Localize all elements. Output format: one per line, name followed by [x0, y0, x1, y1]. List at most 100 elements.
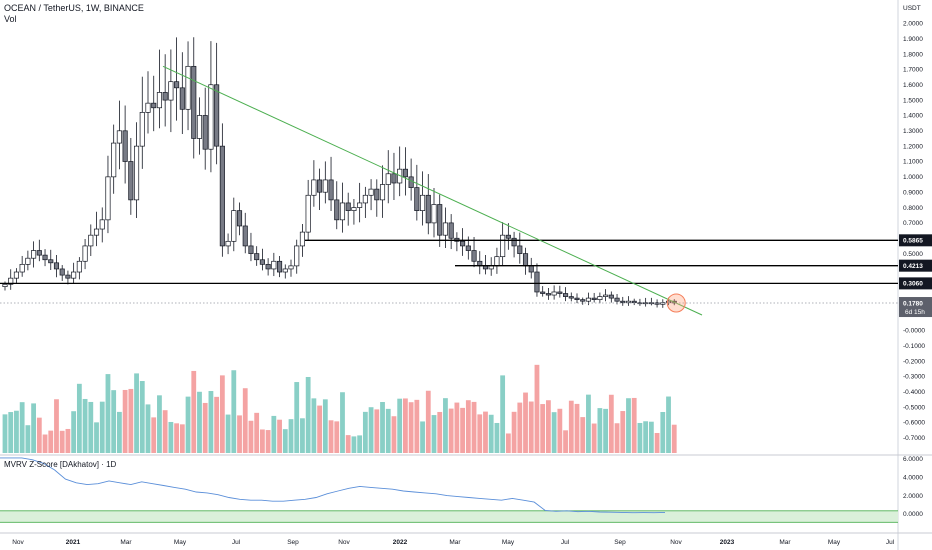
price-tick-label: 0.8000 [903, 205, 923, 212]
price-tick-label: 0.5000 [903, 251, 923, 258]
volume-bar [391, 416, 397, 453]
candle-body [231, 210, 237, 242]
time-tick-label: Mar [779, 539, 791, 546]
volume-bar [277, 419, 282, 453]
candle-body [99, 219, 105, 230]
volume-bar [76, 383, 82, 453]
candle-body [305, 194, 311, 233]
candle-body [574, 297, 580, 300]
time-tick-label: Mar [449, 539, 461, 546]
volume-bar [654, 432, 660, 453]
trend-line [162, 65, 703, 316]
candle-body [339, 202, 346, 221]
candle-body [294, 245, 300, 267]
candle-body [614, 297, 620, 302]
time-tick-label: 2023 [720, 539, 735, 546]
volume-bar [25, 425, 31, 453]
candle-body [511, 237, 517, 247]
candle-body [36, 250, 42, 256]
mvrv-tick-label: 0.0000 [903, 511, 923, 518]
volume-bar [65, 428, 71, 453]
candle-body [185, 65, 191, 110]
volume-bar [300, 418, 305, 453]
volume-bar [517, 402, 523, 453]
volume-bar [265, 430, 271, 453]
price-tick-label: 1.2000 [903, 143, 923, 150]
volume-bar [271, 415, 277, 453]
volume-bar [448, 408, 454, 453]
candle-body [545, 293, 551, 296]
candle-body [391, 173, 397, 184]
candle-body [551, 291, 557, 296]
time-tick-label: 2021 [66, 539, 81, 546]
candle-body [540, 291, 546, 294]
volume-bar [294, 382, 300, 453]
candle-body [631, 300, 637, 304]
candle-body [328, 179, 334, 201]
volume-bar [528, 401, 534, 453]
volume-bar [631, 397, 637, 453]
level-label: 0.4213 [903, 263, 923, 270]
time-tick-label: Jul [561, 539, 570, 546]
candle-body [162, 92, 168, 101]
volume-bar [117, 411, 122, 453]
volume-bar [282, 429, 288, 453]
volume-bar [666, 396, 671, 453]
candle-body [59, 268, 65, 276]
volume-bar [431, 415, 437, 453]
volume-bar [408, 402, 414, 453]
candle-body [580, 299, 586, 302]
mvrv-tick-label: 6.0000 [903, 456, 923, 463]
candle-body [299, 231, 305, 247]
volume-bar [225, 414, 231, 453]
volume-bar [219, 375, 225, 453]
volume-bar [586, 394, 591, 453]
volume-bar [328, 420, 334, 453]
candle-body [196, 115, 203, 139]
volume-bar [546, 400, 551, 453]
countdown-label: 6d 15h [905, 309, 925, 316]
candle-body [420, 194, 426, 211]
volume-bar [288, 419, 294, 453]
volume-bar [260, 429, 265, 453]
candle-body [76, 260, 82, 273]
price-tick-label: -0.3000 [903, 374, 925, 381]
candle-body [53, 262, 60, 270]
candle-body [585, 297, 591, 302]
current-price-label-bg [899, 297, 932, 318]
candle-body [620, 300, 626, 304]
volume-bar [540, 404, 546, 453]
price-tick-label: -0.0000 [903, 328, 925, 335]
level-label: 0.3060 [903, 281, 923, 288]
candle-body [277, 260, 283, 273]
volume-bar [500, 375, 506, 453]
price-tick-label: 1.8000 [903, 51, 923, 58]
candle-body [608, 294, 614, 299]
candle-body [254, 253, 260, 261]
mvrv-line [0, 457, 666, 514]
time-tick-label: Mar [120, 539, 132, 546]
candle-body [242, 225, 248, 247]
time-tick-label: Sep [287, 539, 299, 546]
volume-bar [351, 436, 357, 453]
candle-body [442, 222, 448, 236]
volume-bar [420, 421, 425, 453]
price-tick-label: -0.5000 [903, 404, 925, 411]
volume-bar [248, 420, 254, 453]
volume-bar [105, 374, 111, 453]
price-tick-label: 1.7000 [903, 67, 923, 74]
volume-bar [597, 408, 603, 453]
candle-body [465, 245, 471, 251]
price-tick-label: 1.4000 [903, 113, 923, 120]
candle-body [357, 202, 363, 208]
volume-bar [580, 417, 586, 453]
volume-bar [191, 370, 197, 453]
chart-title: OCEAN / TetherUS, 1W, BINANCE [4, 3, 144, 13]
candle-body [265, 263, 271, 270]
candle-body [288, 265, 294, 270]
level-label: 0.5865 [903, 238, 923, 245]
candle-body [505, 234, 511, 239]
candle-body [122, 130, 128, 162]
candle-body [151, 102, 157, 109]
